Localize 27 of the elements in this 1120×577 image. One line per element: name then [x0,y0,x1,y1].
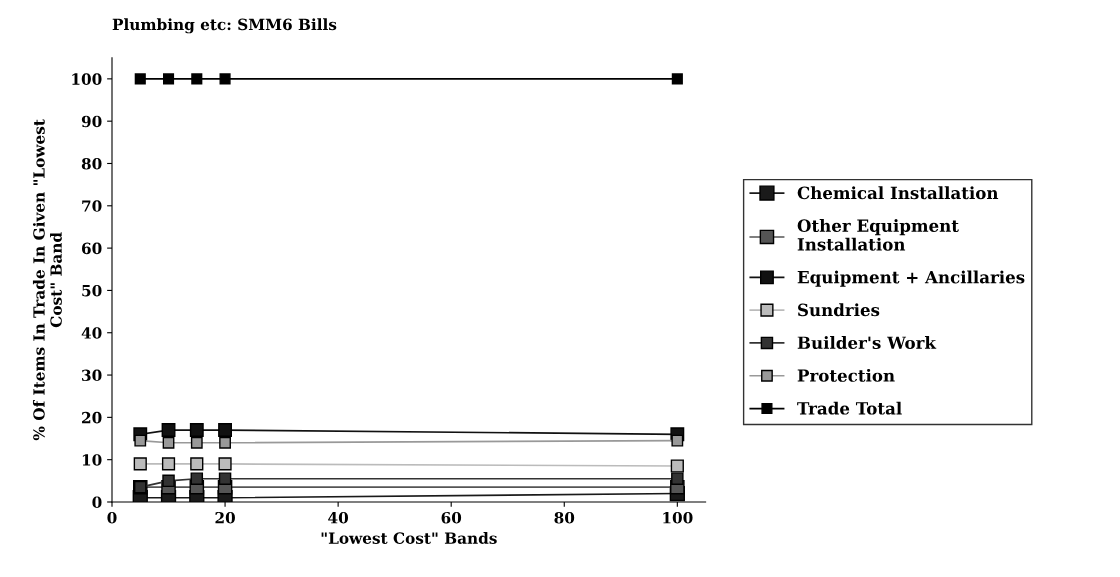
y-tick-label: 60 [81,242,102,255]
legend-label: Equipment + Ancillaries [797,270,1025,287]
y-tick-label: 20 [82,411,102,424]
legend-label: Sundries [798,303,880,317]
y-tick-label: 10 [82,454,102,466]
legend-label: Other Equipment Installation [797,219,959,251]
y-tick-label: 70 [82,200,102,212]
y-tick-label: 30 [82,369,102,382]
y-tick-label: 100 [72,73,102,85]
legend-label: Builder's Work [797,336,937,350]
x-tick-label: 100 [663,511,693,524]
y-tick-label: 0 [92,496,102,509]
y-tick-label: 50 [82,284,102,297]
y-axis-title: % Of Items In Trade In Given "Lowest Cost" Band [32,119,62,441]
x-tick-label: 0 [107,511,117,524]
legend-label: Chemical Installation [797,186,999,200]
x-tick-label: 80 [554,511,575,524]
x-tick-label: 20 [215,511,235,524]
x-tick-label: 40 [328,511,349,524]
x-tick-label: 60 [441,511,462,524]
y-tick-label: 40 [81,327,102,339]
y-tick-label: 80 [81,157,102,170]
legend-label: Protection [797,368,895,382]
legend-label: Trade Total [797,401,902,415]
chart-title: Plumbing etc: SMM6 Bills [112,18,337,34]
y-tick-label: 90 [81,115,102,128]
x-axis-title: "Lowest Cost" Bands [321,532,497,544]
